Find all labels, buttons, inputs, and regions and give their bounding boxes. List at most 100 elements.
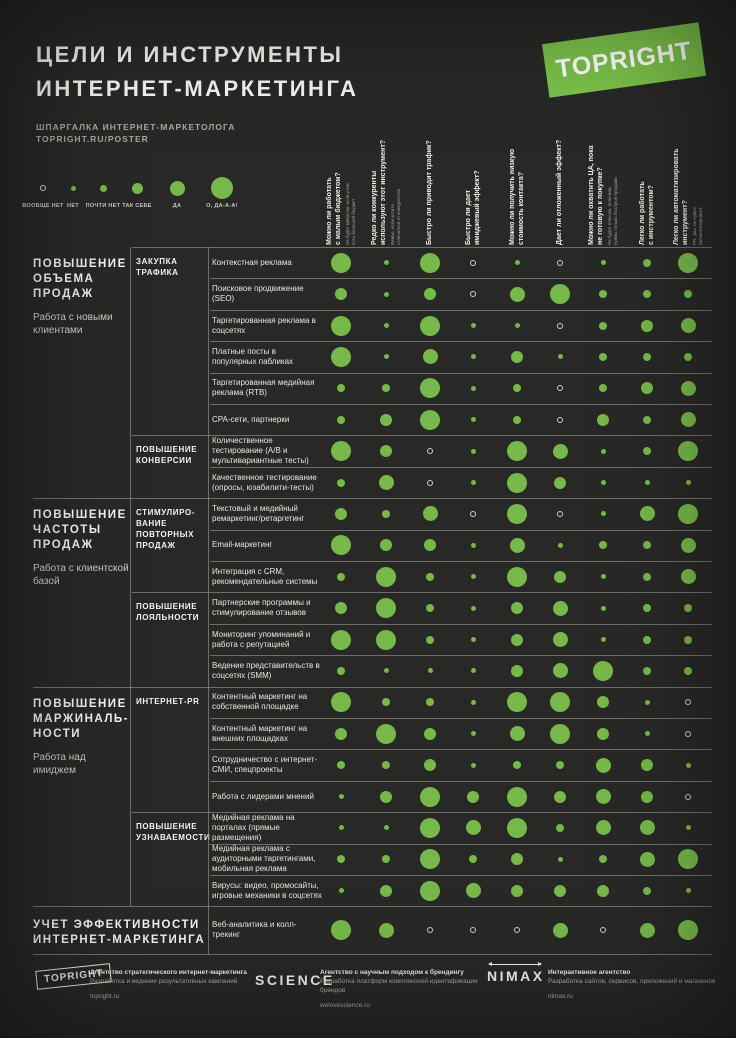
rating-dot (685, 888, 691, 894)
rating-dot (557, 510, 563, 517)
row-separator (210, 309, 712, 311)
rating-dot (380, 884, 392, 897)
rating-dot (678, 920, 698, 941)
rating-dot (335, 727, 347, 740)
row-separator (210, 780, 712, 782)
row-separator (210, 875, 712, 876)
rating-dot (643, 572, 651, 581)
rating-dot (643, 541, 651, 550)
rating-dot (470, 927, 476, 934)
rating-dot (513, 384, 521, 393)
footer-agency-nimax-text: Интерактивное агентство Разработка сайто… (548, 968, 723, 1000)
rating-dot (513, 761, 521, 770)
column-question: Быстро ли приводит трафик? (425, 140, 433, 245)
rating-dot (427, 668, 433, 674)
subsection-label: ИНТЕРНЕТ-PR (136, 696, 200, 706)
row-label: Медийная реклама с аудиторными таргетинг… (212, 844, 316, 874)
rating-dot (641, 382, 653, 395)
page-title-line1: ЦЕЛИ И ИНСТРУМЕНТЫ (36, 42, 344, 67)
rating-dot (331, 252, 351, 273)
row-label: Таргетированная реклама в соцсетях (212, 315, 316, 335)
rating-dot (331, 315, 351, 336)
agency-title: Агентство с научным подходом к брендингу (320, 969, 464, 976)
rating-dot (470, 699, 476, 705)
rating-dot (383, 825, 389, 831)
rating-dot (420, 378, 440, 399)
rating-dot (382, 509, 390, 518)
legend-dot (40, 185, 46, 191)
rating-dot (470, 668, 476, 674)
rating-dot (597, 884, 609, 897)
rating-dot (465, 883, 481, 899)
rating-dot (383, 354, 389, 360)
rating-dot (597, 696, 609, 709)
rating-dot (684, 290, 692, 299)
nimax-logo-text: NIMAX (487, 968, 545, 984)
rating-dot (511, 664, 523, 677)
rating-dot (338, 888, 344, 894)
rating-dot (600, 448, 606, 454)
agency-url: welovescience.ru (320, 1002, 370, 1009)
rating-dot (684, 666, 692, 675)
rating-dot (643, 886, 651, 895)
rating-dot (376, 723, 396, 744)
rating-dot (680, 380, 696, 396)
goal-note: Работа с клиентской базой (33, 563, 129, 588)
section-separator (33, 906, 712, 908)
rating-dot (685, 793, 691, 800)
rating-dot (420, 409, 440, 430)
rating-dot (331, 346, 351, 367)
agency-title: Интерактивное агентство (548, 969, 631, 976)
rating-dot (511, 602, 523, 615)
subsection-label: ПОВЫШЕНИЕ УЗНАВАЕМОСТИ (136, 822, 211, 843)
rating-dot (470, 637, 476, 642)
column-question: Можно ли охватить ЦА, пока не готовую к … (588, 145, 604, 245)
column-question-note: Важно, если хотите отличаться от конкуре… (390, 189, 401, 245)
rating-dot (595, 820, 611, 836)
rating-dot (597, 727, 609, 740)
rating-dot (643, 415, 651, 424)
rating-dot (678, 252, 698, 273)
column-question-note: PR, увы, не нужно автоматизировать (692, 206, 703, 245)
row-separator (210, 278, 712, 280)
rating-dot (470, 448, 476, 454)
rating-dot (643, 447, 651, 456)
rating-dot (470, 480, 476, 485)
rating-dot (599, 384, 607, 393)
rating-dot (470, 731, 476, 737)
rating-dot (378, 922, 394, 938)
rating-dot (331, 629, 351, 650)
row-label: Медийная реклама на порталах (прямые раз… (212, 812, 295, 842)
row-label: Работа с лидерами мнений (212, 791, 314, 801)
row-label: Вирусы: видео, промосайты, игровые механ… (212, 880, 322, 900)
rating-dot (465, 820, 481, 836)
subsection-separator (132, 435, 712, 437)
rating-dot (554, 884, 566, 897)
rating-dot (595, 757, 611, 773)
rating-dot (337, 572, 345, 581)
row-label: Сотрудничество с интернет-СМИ, спецпроек… (212, 755, 317, 775)
goal-label-block: ПОВЫШЕНИЕ ОБЪЕМА ПРОДАЖ Работа с новыми к… (33, 257, 129, 337)
rating-dot (335, 288, 347, 301)
rating-dot (552, 632, 568, 647)
rating-dot (511, 633, 523, 646)
rating-dot (337, 415, 345, 424)
rating-dot (644, 699, 650, 705)
page-subtitle-line2: TOPRIGHT.RU/POSTER (36, 134, 149, 144)
rating-dot (550, 284, 570, 305)
rating-dot (380, 790, 392, 803)
rating-dot (685, 762, 691, 768)
column-header: Можно ли охватить ЦА, пока не готовую к … (588, 85, 618, 245)
column-question-note: Не будет плюсом, если вам нужны только б… (607, 177, 618, 245)
rating-dot (507, 817, 527, 838)
grid-vline-1 (130, 247, 131, 907)
column-header: Быстро ли дает имиджевый эффект? (465, 85, 482, 245)
agency-title: Агентство стратегического интернет-марке… (90, 969, 247, 976)
rating-dot (470, 574, 476, 580)
row-label: Ведение представительств в соцсетях (SMM… (212, 660, 320, 680)
row-separator (210, 466, 712, 468)
rating-dot (511, 350, 523, 363)
rating-dot (552, 663, 568, 679)
column-question: Легко ли работать с инструментом? (638, 181, 655, 245)
table-top-line (132, 247, 712, 248)
